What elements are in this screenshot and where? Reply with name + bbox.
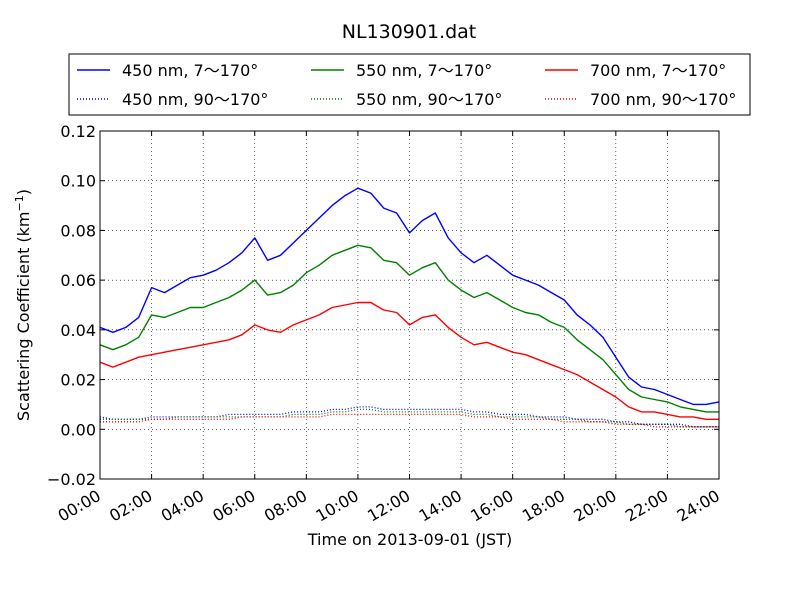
x-axis: 00:00 02:00 04:00 06:00 08:00 10:00 12:00 14:00…: [55, 131, 723, 526]
y-tick-label: 0.08: [60, 221, 96, 240]
y-tick-label: 0.02: [60, 371, 96, 390]
x-tick-label: 14:00: [416, 486, 465, 526]
legend: 450 nm, 7～170° 550 nm, 7～170° 700 nm, 7～17…: [68, 53, 751, 116]
series-line-4: [100, 408, 719, 428]
legend-label-2: 450 nm, 90～170°: [122, 90, 268, 109]
legend-label-4: 550 nm, 90～170°: [356, 90, 502, 109]
chart-title: NL130901.dat: [342, 21, 477, 43]
series-line-1: [99, 187, 720, 406]
legend-label-3: 550 nm, 7～170°: [356, 61, 492, 80]
x-tick-label: 12:00: [364, 486, 413, 526]
y-tick-label: 0.06: [60, 271, 96, 290]
x-tick-label: 22:00: [622, 486, 671, 526]
x-axis-label: Time on 2013-09-01 (JST): [307, 530, 512, 549]
y-axis-label: Scattering Coefficient (km−1): [13, 189, 33, 421]
legend-frame: [68, 53, 751, 116]
x-tick-label: 08:00: [261, 486, 310, 526]
x-tick-label: 04:00: [158, 486, 207, 526]
x-tick-label: 24:00: [674, 486, 723, 526]
x-tick-label: 10:00: [312, 486, 361, 526]
x-tick-label: 18:00: [519, 486, 568, 526]
grid: [100, 131, 719, 479]
x-tick-label: 00:00: [55, 486, 104, 526]
y-axis: −0.02 0.00 0.02 0.04 0.06 0.08 0.10 0.12: [47, 122, 719, 489]
series-line-3: [99, 244, 719, 413]
y-tick-label: 0.00: [60, 420, 96, 439]
series-lines: [99, 187, 720, 428]
x-tick-label: 02:00: [106, 486, 155, 526]
y-tick-label: 0.12: [60, 122, 96, 141]
y-tick-label: 0.04: [60, 321, 96, 340]
x-tick-label: 06:00: [209, 486, 258, 526]
y-tick-label: 0.10: [60, 172, 96, 191]
legend-label-6: 700 nm, 90～170°: [590, 90, 736, 109]
series-line-5: [99, 301, 719, 420]
x-tick-label: 20:00: [570, 486, 619, 526]
y-tick-label: −0.02: [47, 470, 96, 489]
legend-items: 450 nm, 7～170° 550 nm, 7～170° 700 nm, 7～17…: [77, 61, 736, 109]
legend-label-1: 450 nm, 7～170°: [122, 61, 258, 80]
x-tick-label: 16:00: [467, 486, 516, 526]
legend-label-5: 700 nm, 7～170°: [590, 61, 726, 80]
